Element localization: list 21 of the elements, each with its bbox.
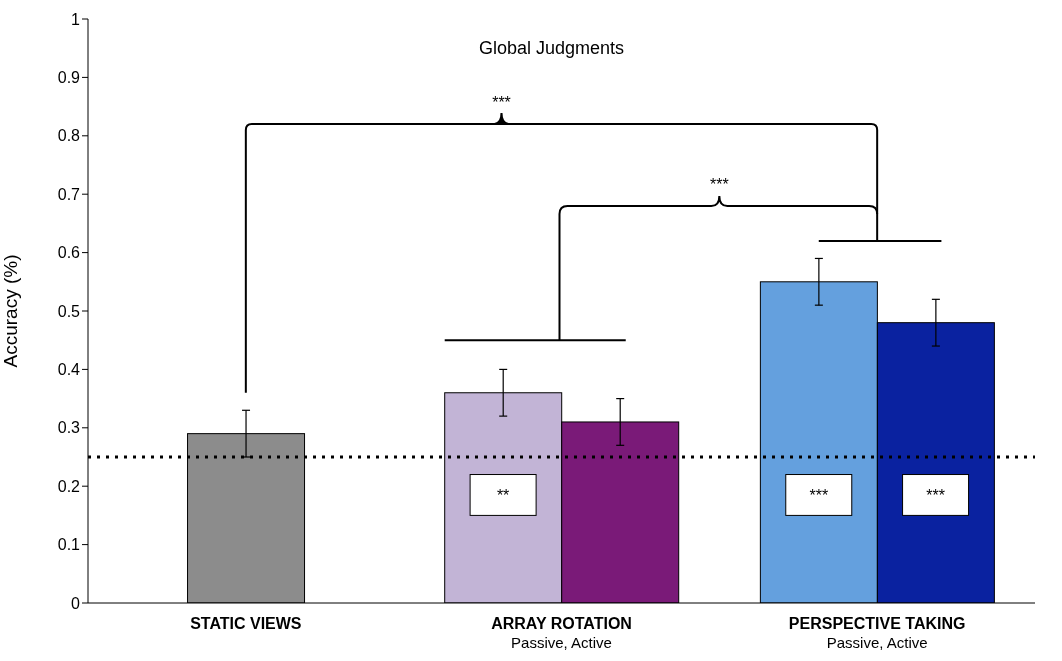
y-tick-label: 0.9 bbox=[57, 69, 81, 87]
y-tick-label: 0.7 bbox=[57, 185, 81, 203]
x-tick-label: PERSPECTIVE TAKING Passive, Active bbox=[788, 615, 966, 651]
annotation: *** bbox=[492, 94, 511, 112]
annotation: *** bbox=[926, 486, 945, 504]
y-tick-label: 0 bbox=[71, 594, 81, 612]
x-tick-label: STATIC VIEWS bbox=[190, 615, 302, 632]
annotation: ** bbox=[496, 486, 510, 504]
y-tick-label: 0.5 bbox=[57, 302, 81, 320]
y-tick-label: 0.1 bbox=[57, 536, 81, 554]
y-tick-label: 0.4 bbox=[57, 361, 81, 379]
x-tick-label: ARRAY ROTATION Passive, Active bbox=[491, 615, 632, 651]
y-axis-title: Accuracy (%) bbox=[0, 254, 21, 368]
annotation: *** bbox=[809, 486, 829, 504]
annotation: *** bbox=[709, 175, 729, 193]
y-tick-label: 1 bbox=[71, 10, 81, 28]
y-tick-label: 0.2 bbox=[57, 477, 81, 495]
y-tick-label: 0.3 bbox=[57, 419, 81, 437]
y-tick-label: 0.6 bbox=[57, 244, 81, 262]
text: Global Judgments bbox=[478, 38, 625, 59]
y-tick-label: 0.8 bbox=[57, 127, 81, 145]
